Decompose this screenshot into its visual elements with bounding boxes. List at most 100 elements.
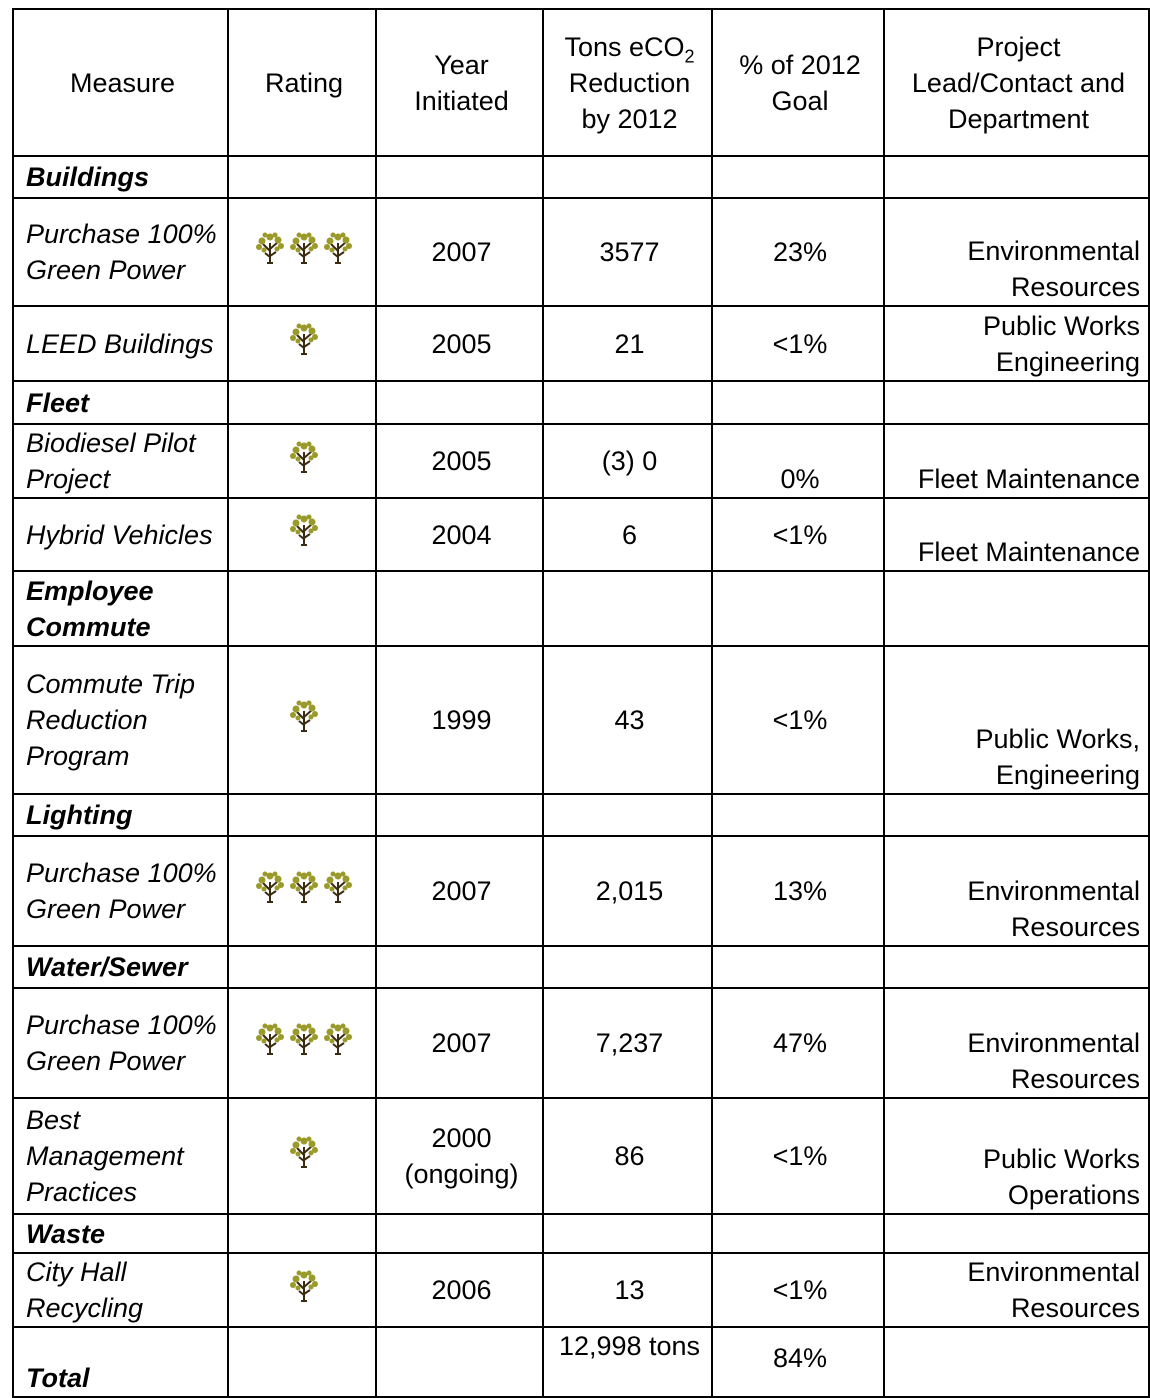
empty-cell	[883, 945, 1150, 989]
tons-cell: 7,237	[542, 987, 713, 1099]
empty-cell	[227, 1213, 377, 1254]
empty-cell	[375, 1213, 544, 1254]
tree-icon	[290, 1136, 318, 1168]
percent-cell: 47%	[711, 987, 885, 1099]
empty-cell	[375, 1326, 544, 1398]
empty-cell	[711, 380, 885, 425]
tree-icon	[256, 232, 284, 264]
header-text: Tons eCO	[564, 31, 685, 62]
table-row: Biodiesel Pilot Project 2005 (3) 0 0% Fleet …	[12, 423, 1150, 499]
year-cell: 2005	[375, 305, 544, 382]
measure-cell: Commute Trip Reduction Program	[12, 645, 229, 795]
tree-icon	[290, 441, 318, 473]
section-label: Employee Commute	[12, 570, 229, 647]
header-cell: Rating	[227, 8, 377, 157]
tons-cell: 86	[542, 1097, 713, 1215]
percent-cell: <1%	[711, 1252, 885, 1328]
empty-cell	[227, 570, 377, 647]
department-cell: Public Works Engineering	[883, 305, 1150, 382]
empty-cell	[542, 380, 713, 425]
department-cell: Fleet Maintenance	[883, 497, 1150, 572]
table-row: Buildings	[12, 155, 1150, 199]
empty-cell	[375, 155, 544, 199]
measure-cell: LEED Buildings	[12, 305, 229, 382]
percent-cell: <1%	[711, 305, 885, 382]
tree-icon	[324, 232, 352, 264]
measure-cell: Best Management Practices	[12, 1097, 229, 1215]
rating-cell	[227, 1252, 377, 1328]
empty-cell	[711, 570, 885, 647]
rating-cell	[227, 835, 377, 947]
tree-icon	[256, 871, 284, 903]
empty-cell	[542, 793, 713, 837]
table-row: Commute Trip Reduction Program 1999 43 <1% P…	[12, 645, 1150, 795]
empty-cell	[227, 155, 377, 199]
tons-cell: (3) 0	[542, 423, 713, 499]
header-cell: Project Lead/Contact and Department	[883, 8, 1150, 157]
measure-cell: Purchase 100% Green Power	[12, 197, 229, 307]
measure-cell: Biodiesel Pilot Project	[12, 423, 229, 499]
rating-cell	[227, 305, 377, 382]
tree-icon	[290, 1270, 318, 1302]
empty-cell	[883, 155, 1150, 199]
table-row: Waste	[12, 1213, 1150, 1254]
empty-cell	[711, 1213, 885, 1254]
empty-cell	[883, 570, 1150, 647]
rating-trees	[287, 1269, 321, 1303]
department-cell: Fleet Maintenance	[883, 423, 1150, 499]
empty-cell	[375, 570, 544, 647]
rating-trees	[287, 699, 321, 733]
department-cell: Environmental Resources	[883, 1252, 1150, 1328]
measure-cell: Hybrid Vehicles	[12, 497, 229, 572]
tree-icon	[290, 514, 318, 546]
year-cell: 2007	[375, 835, 544, 947]
empty-cell	[883, 793, 1150, 837]
year-cell: 2007	[375, 197, 544, 307]
table-row: Fleet	[12, 380, 1150, 425]
year-cell: 1999	[375, 645, 544, 795]
tons-cell: 21	[542, 305, 713, 382]
tons-cell: 12,998 tons	[542, 1326, 713, 1398]
section-label: Buildings	[12, 155, 229, 199]
table-row: Hybrid Vehicles 2004 6 <1% Fleet Maintenance	[12, 497, 1150, 572]
rating-trees	[287, 1135, 321, 1169]
measure-cell: Purchase 100% Green Power	[12, 987, 229, 1099]
empty-cell	[542, 155, 713, 199]
rating-cell	[227, 1097, 377, 1215]
year-cell: 2004	[375, 497, 544, 572]
empty-cell	[227, 945, 377, 989]
empty-cell	[227, 793, 377, 837]
year-cell: 2006	[375, 1252, 544, 1328]
tree-icon	[290, 1023, 318, 1055]
rating-cell	[227, 423, 377, 499]
percent-cell: 0%	[711, 423, 885, 499]
section-label: Waste	[12, 1213, 229, 1254]
tons-cell: 6	[542, 497, 713, 572]
empty-cell	[542, 1213, 713, 1254]
empty-cell	[542, 945, 713, 989]
empty-cell	[711, 945, 885, 989]
measure-cell: Purchase 100% Green Power	[12, 835, 229, 947]
table-row: Best Management Practices 2000 (ongoing) 8…	[12, 1097, 1150, 1215]
percent-cell: <1%	[711, 497, 885, 572]
tree-icon	[290, 871, 318, 903]
empty-cell	[227, 380, 377, 425]
rating-trees	[253, 231, 355, 265]
rating-trees	[287, 513, 321, 547]
empty-cell	[227, 1326, 377, 1398]
header-cell: Measure	[12, 8, 229, 157]
section-label: Fleet	[12, 380, 229, 425]
empty-cell	[375, 380, 544, 425]
year-cell: 2000 (ongoing)	[375, 1097, 544, 1215]
table-row: Lighting	[12, 793, 1150, 837]
table-row: Employee Commute	[12, 570, 1150, 647]
department-cell: Environmental Resources	[883, 197, 1150, 307]
tons-cell: 3577	[542, 197, 713, 307]
department-cell: Public Works Operations	[883, 1097, 1150, 1215]
total-label: Total	[12, 1326, 229, 1398]
table-row: Purchase 100% Green Power 2007 3577 23% Envi…	[12, 197, 1150, 307]
rating-cell	[227, 197, 377, 307]
rating-cell	[227, 497, 377, 572]
rating-trees	[253, 870, 355, 904]
